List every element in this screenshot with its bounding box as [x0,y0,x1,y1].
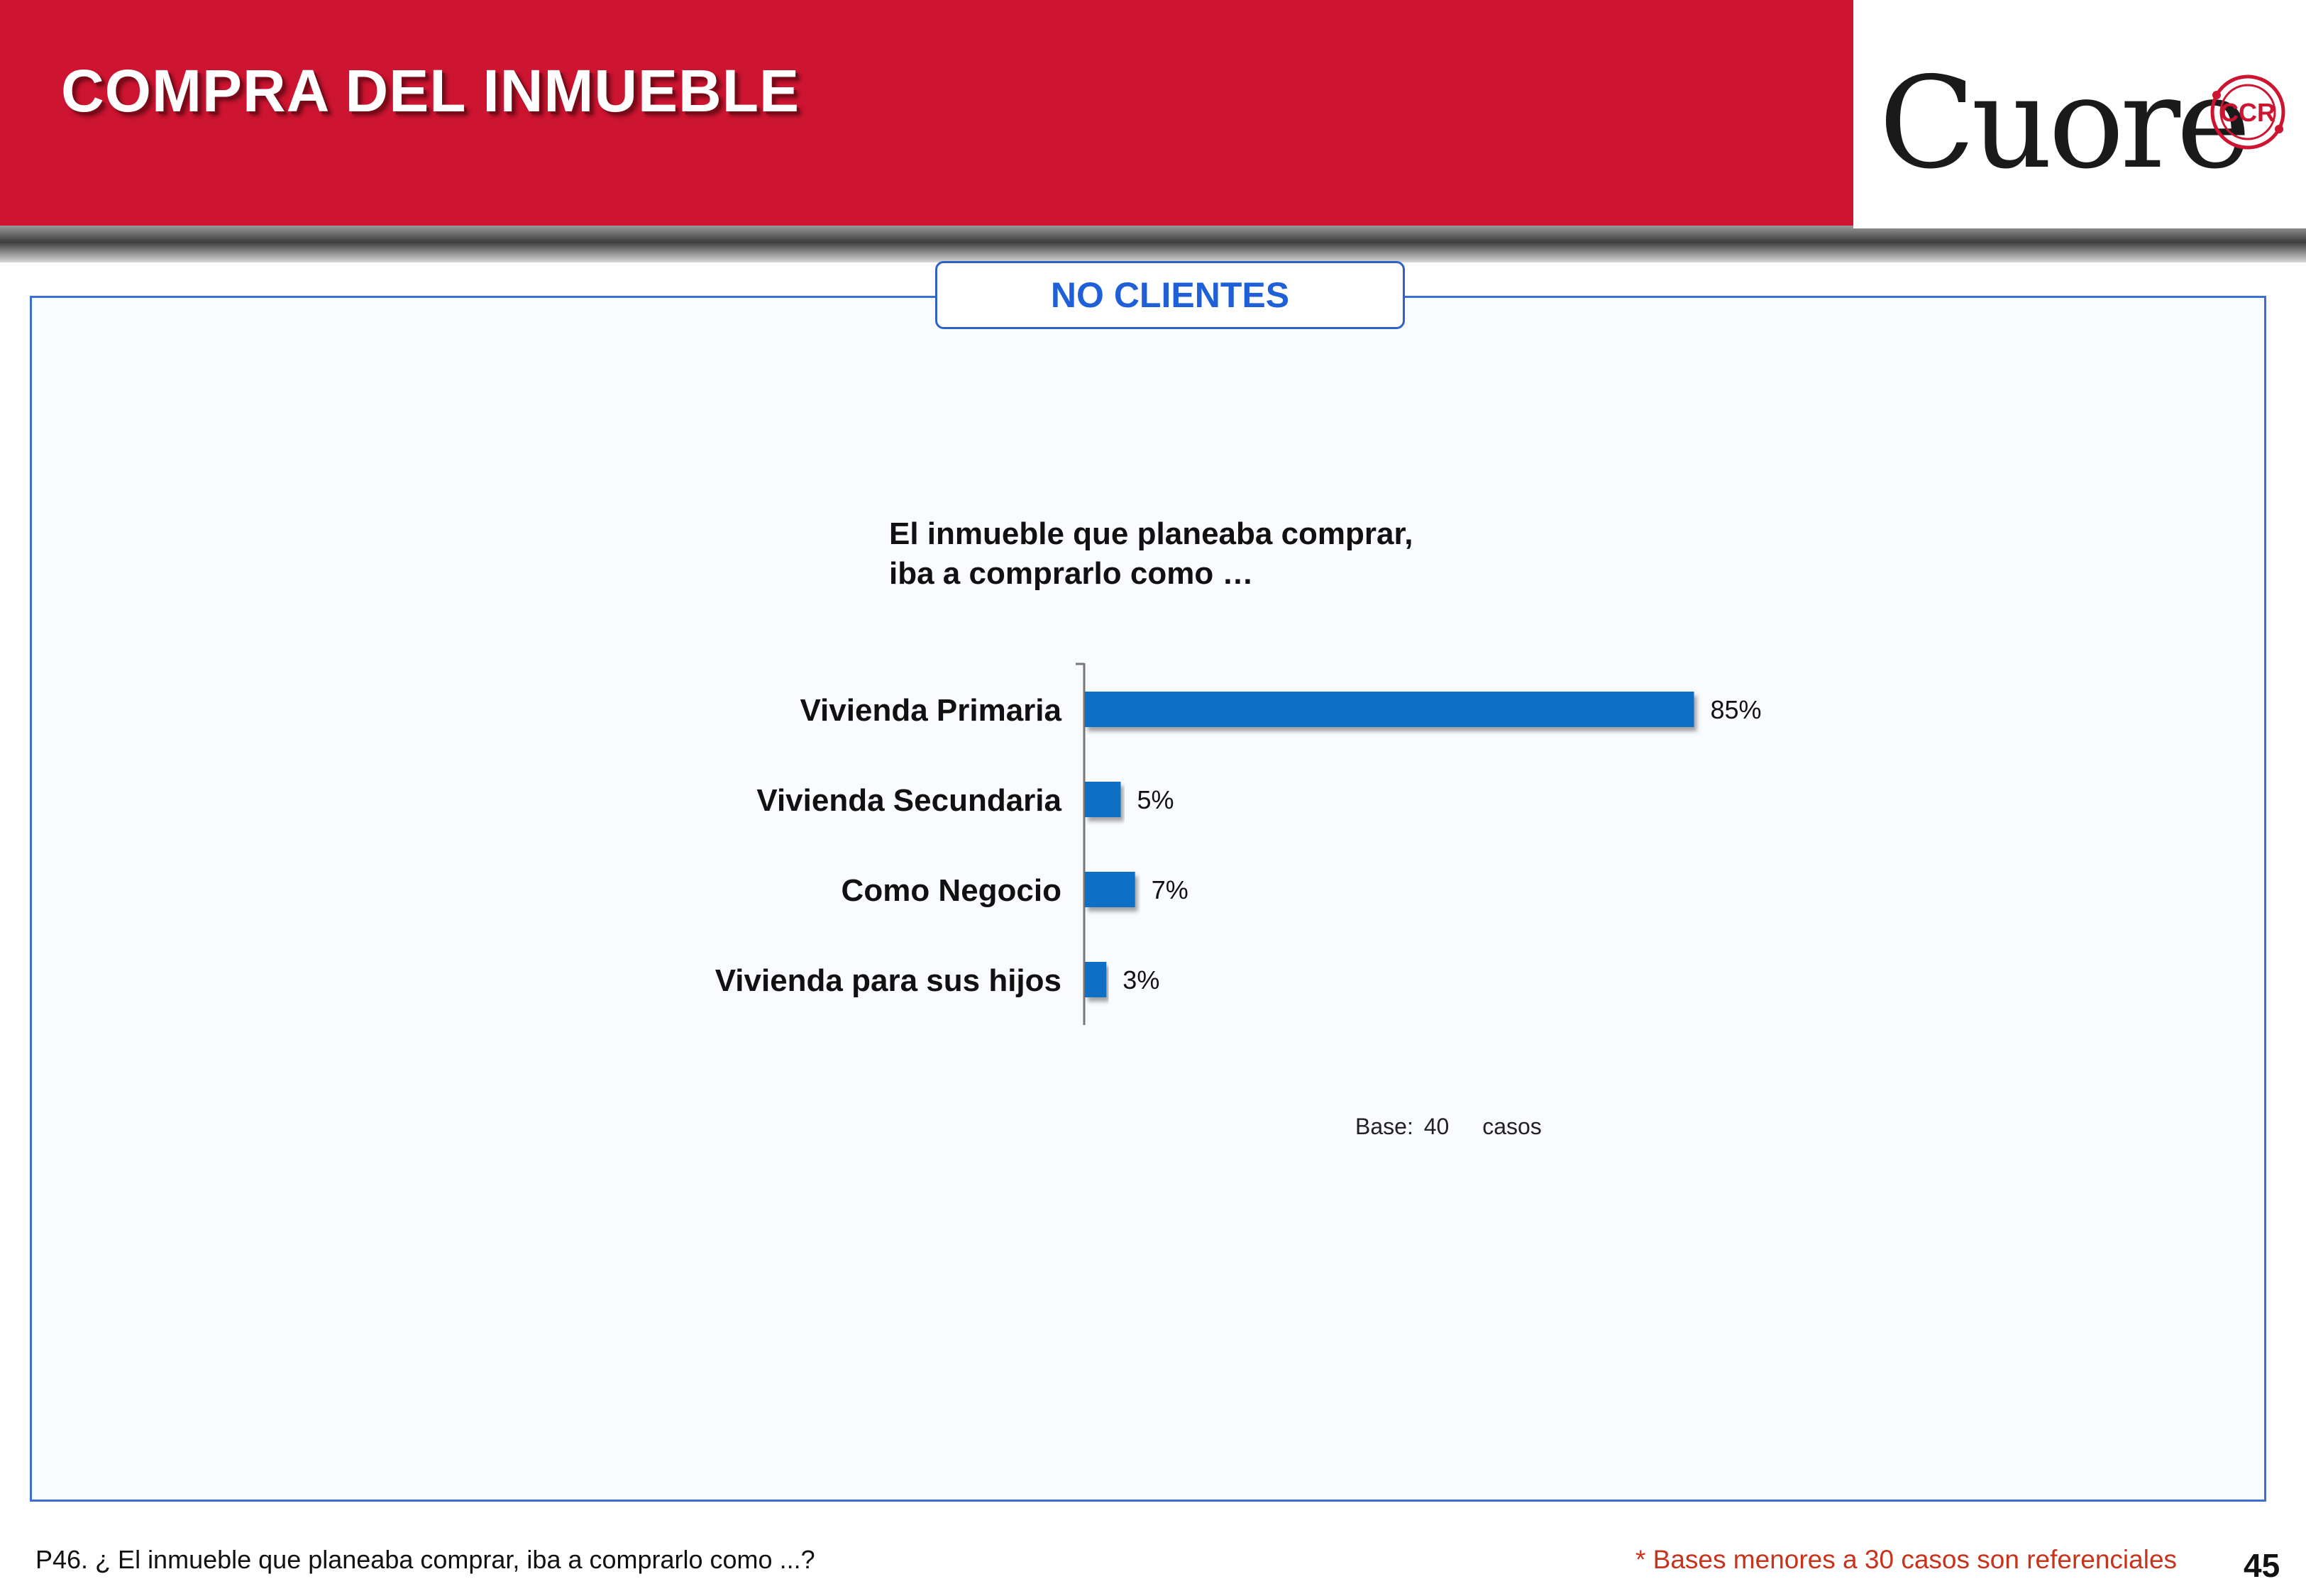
value-label-3: 3% [1122,965,1159,994]
base-count: 40 [1423,1114,1450,1139]
base-unit: casos [1482,1114,1542,1139]
bar-0 [1085,692,1694,727]
content-panel [30,296,2266,1502]
base-label: Base: 40 casos [1355,1114,1542,1140]
category-label-3: Vivienda para sus hijos [715,963,1061,998]
chart-title: El inmueble que planeaba comprar, iba a … [889,514,1413,594]
page-number: 45 [2244,1547,2280,1584]
chart-title-line-2: iba a comprarlo como … [889,556,1254,591]
bar-1 [1085,782,1121,817]
value-label-2: 7% [1152,875,1188,904]
header-shadow [0,226,2306,262]
chart-title-line-1: El inmueble que planeaba comprar, [889,516,1413,551]
bar-2 [1085,872,1135,907]
value-label-1: 5% [1137,785,1174,814]
footer-question: P46. ¿ El inmueble que planeaba comprar,… [35,1545,815,1574]
segment-tab: NO CLIENTES [935,261,1405,329]
svg-text:CCR: CCR [2220,98,2275,127]
logo-seal-icon: CCR [2210,74,2285,150]
category-label-2: Como Negocio [842,873,1061,908]
bar-3 [1085,962,1107,997]
page-title: COMPRA DEL INMUEBLE [61,57,800,124]
category-label-0: Vivienda Primaria [800,693,1062,728]
category-label-1: Vivienda Secundaria [756,783,1061,818]
footer-note: * Bases menores a 30 casos son referenci… [1635,1545,2178,1574]
value-label-0: 85% [1711,695,1762,724]
logo-wordmark: Cuore [1879,50,2251,196]
header-band [0,0,1853,228]
logo-area [1853,0,2306,228]
base-label-text: Base: [1355,1114,1413,1139]
